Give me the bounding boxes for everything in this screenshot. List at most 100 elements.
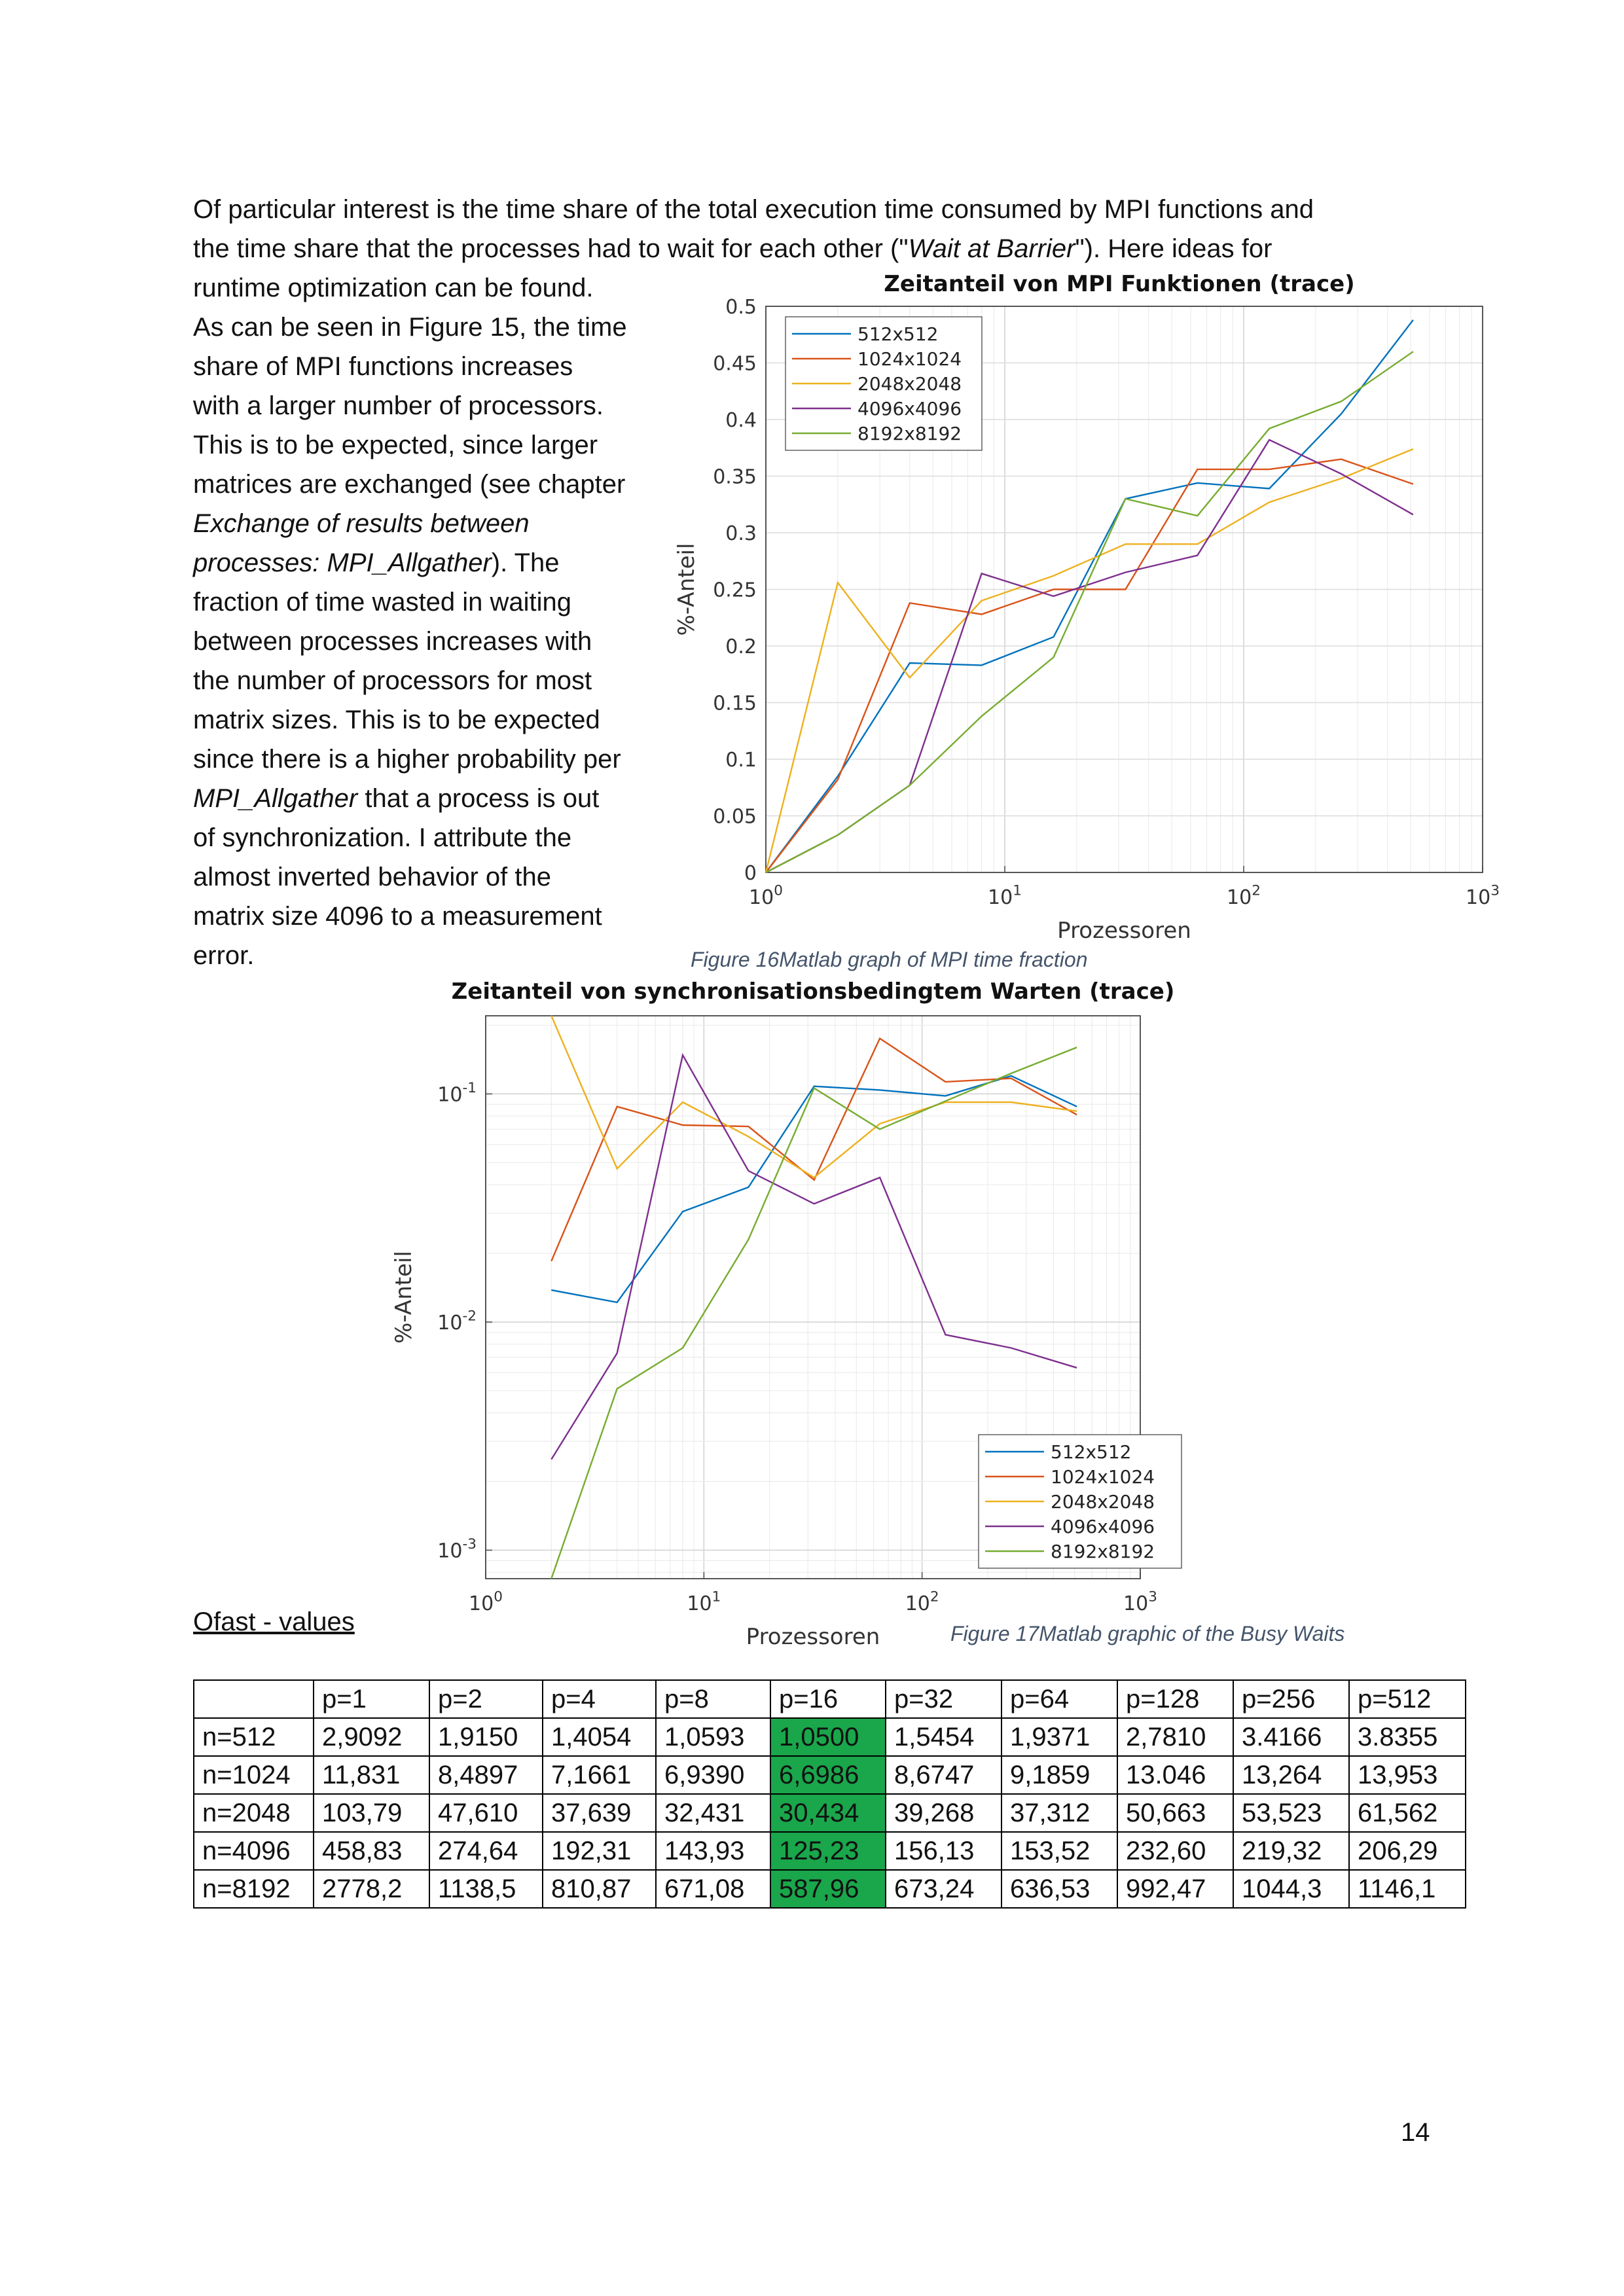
table-cell: 2,9092 bbox=[313, 1717, 430, 1757]
table-cell: 13.046 bbox=[1117, 1755, 1234, 1795]
x-tick-label: 101 bbox=[687, 1589, 721, 1616]
y-tick-label: 0.3 bbox=[725, 522, 757, 545]
table-cell: 219,32 bbox=[1233, 1831, 1350, 1871]
table-cell: 30,434 bbox=[770, 1793, 886, 1833]
table-header-cell: p=512 bbox=[1348, 1679, 1466, 1719]
side-line: matrix sizes. This is to be expected bbox=[193, 706, 600, 734]
table-cell: 103,79 bbox=[313, 1793, 430, 1833]
side-line: As can be seen in Figure 15, the time bbox=[193, 313, 627, 342]
table-cell: 1,0500 bbox=[770, 1717, 886, 1757]
intro-line-1: Of particular interest is the time share… bbox=[193, 195, 1314, 224]
x-axis-label: Prozessoren bbox=[746, 1624, 880, 1650]
y-tick-label: 0 bbox=[744, 862, 757, 885]
x-tick-label: 100 bbox=[749, 883, 783, 910]
series-line bbox=[765, 458, 1414, 873]
table-cell: 32,431 bbox=[655, 1793, 771, 1833]
table-cell: 1,9150 bbox=[429, 1717, 543, 1757]
series-line bbox=[765, 351, 1414, 874]
table-cell: n=8192 bbox=[193, 1869, 314, 1909]
table-row: n=512 2,9092 1,9150 1,4054 1,0593 1,0500 1,545… bbox=[193, 1717, 1466, 1757]
table-cell: 61,562 bbox=[1348, 1793, 1466, 1833]
table-header-cell: p=256 bbox=[1233, 1679, 1350, 1719]
y-tick-label: 0.4 bbox=[725, 409, 757, 432]
intro-line-2: the time share that the processes had to… bbox=[193, 234, 1272, 263]
table-header-cell: p=128 bbox=[1117, 1679, 1234, 1719]
table-cell: 636,53 bbox=[1001, 1869, 1118, 1909]
side-line: share of MPI functions increases bbox=[193, 352, 573, 381]
chart-title: Zeitanteil von synchronisationsbedingtem… bbox=[452, 978, 1175, 1005]
table-cell: 47,610 bbox=[429, 1793, 543, 1833]
table-header-cell: p=1 bbox=[313, 1679, 430, 1719]
side-text: As can be seen in Figure 15, the time sh… bbox=[193, 308, 664, 975]
table-row: n=1024 11,831 8,4897 7,1661 6,9390 6,6986 8,67… bbox=[193, 1755, 1466, 1795]
table-cell: 6,9390 bbox=[655, 1755, 771, 1795]
side-line: error. bbox=[193, 941, 255, 970]
table-cell: 274,64 bbox=[429, 1831, 543, 1871]
side-line: almost inverted behavior of the bbox=[193, 863, 551, 891]
legend-label: 8192x8192 bbox=[1051, 1541, 1155, 1562]
side-line: of synchronization. I attribute the bbox=[193, 823, 572, 852]
side-line: MPI_Allgather that a process is out bbox=[193, 784, 600, 813]
figure-17-caption: Figure 17Matlab graphic of the Busy Wait… bbox=[950, 1622, 1345, 1645]
legend-label: 2048x2048 bbox=[1051, 1491, 1155, 1513]
table-header-cell: p=2 bbox=[429, 1679, 543, 1719]
legend-label: 512x512 bbox=[857, 323, 938, 345]
side-line: This is to be expected, since larger bbox=[193, 431, 598, 459]
table-cell: 673,24 bbox=[885, 1869, 1002, 1909]
table-cell: 1138,5 bbox=[429, 1869, 543, 1909]
x-tick-label: 103 bbox=[1123, 1589, 1157, 1616]
y-tick-label: 0.1 bbox=[725, 749, 757, 772]
table-cell: 671,08 bbox=[655, 1869, 771, 1909]
y-tick-label: 0.35 bbox=[713, 466, 757, 489]
page-number: 14 bbox=[1401, 2118, 1430, 2147]
table-heading: Ofast - values bbox=[193, 1607, 355, 1636]
y-tick-label: 0.25 bbox=[713, 579, 757, 602]
table-cell: n=2048 bbox=[193, 1793, 314, 1833]
table-cell: 1,4054 bbox=[542, 1717, 657, 1757]
table-cell: 53,523 bbox=[1233, 1793, 1350, 1833]
table-cell: 11,831 bbox=[313, 1755, 430, 1795]
series-line bbox=[765, 448, 1414, 873]
y-tick-label: 0.05 bbox=[713, 806, 757, 829]
ofast-values-table: p=1 p=2 p=4 p=8 p=16 p=32 p=64 p=128 p=256 p=512 n… bbox=[193, 1679, 1466, 1909]
x-tick-label: 103 bbox=[1466, 883, 1500, 910]
x-tick-label: 100 bbox=[469, 1589, 503, 1616]
table-cell: 9,1859 bbox=[1001, 1755, 1118, 1795]
table-cell: 3.8355 bbox=[1348, 1717, 1466, 1757]
table-cell: 13,264 bbox=[1233, 1755, 1350, 1795]
table-row: n=4096 458,83 274,64 192,31 143,93 125,23 156,… bbox=[193, 1831, 1466, 1871]
table-cell: 13,953 bbox=[1348, 1755, 1466, 1795]
table-row: n=2048 103,79 47,610 37,639 32,431 30,434 39,2… bbox=[193, 1793, 1466, 1833]
figure-16-caption: Figure 16Matlab graph of MPI time fracti… bbox=[691, 948, 1088, 971]
table-cell: 1,5454 bbox=[885, 1717, 1002, 1757]
y-tick-label: 10-3 bbox=[437, 1536, 477, 1563]
legend-label: 4096x4096 bbox=[857, 398, 962, 420]
series-line bbox=[550, 1052, 1077, 1460]
busy-wait-chart: 10-3 10-2 10-1 100 101 102 103 Zeitanteil von s… bbox=[391, 978, 1182, 1650]
intro-line-3: runtime optimization can be found. bbox=[193, 274, 594, 302]
mpi-time-fraction-chart: 0 0.05 0.1 0.15 0.2 0.25 0.3 0.35 0.4 0.45 0.5 100 1… bbox=[674, 271, 1500, 944]
table-cell: 156,13 bbox=[885, 1831, 1002, 1871]
axes-box bbox=[485, 1015, 1141, 1579]
table-cell: 1,0593 bbox=[655, 1717, 771, 1757]
chart-title: Zeitanteil von MPI Funktionen (trace) bbox=[884, 271, 1354, 297]
table-cell: 7,1661 bbox=[542, 1755, 657, 1795]
x-tick-label: 101 bbox=[988, 883, 1022, 910]
table-header-cell bbox=[193, 1679, 314, 1719]
table-cell: 810,87 bbox=[542, 1869, 657, 1909]
legend-label: 8192x8192 bbox=[857, 423, 962, 444]
table-cell: 3.4166 bbox=[1233, 1717, 1350, 1757]
table-header-cell: p=4 bbox=[542, 1679, 657, 1719]
side-line: the number of processors for most bbox=[193, 666, 592, 695]
table-header-cell: p=32 bbox=[885, 1679, 1002, 1719]
table-cell: 1044,3 bbox=[1233, 1869, 1350, 1909]
legend-label: 4096x4096 bbox=[1051, 1516, 1155, 1537]
table-cell: 1146,1 bbox=[1348, 1869, 1466, 1909]
table-row: n=8192 2778,2 1138,5 810,87 671,08 587,96 673,… bbox=[193, 1869, 1466, 1909]
table-cell: 458,83 bbox=[313, 1831, 430, 1871]
table-cell: 153,52 bbox=[1001, 1831, 1118, 1871]
series-line bbox=[550, 1047, 1077, 1579]
table-cell: n=1024 bbox=[193, 1755, 314, 1795]
y-tick-label: 10-1 bbox=[437, 1080, 477, 1107]
table-cell: 2,7810 bbox=[1117, 1717, 1234, 1757]
